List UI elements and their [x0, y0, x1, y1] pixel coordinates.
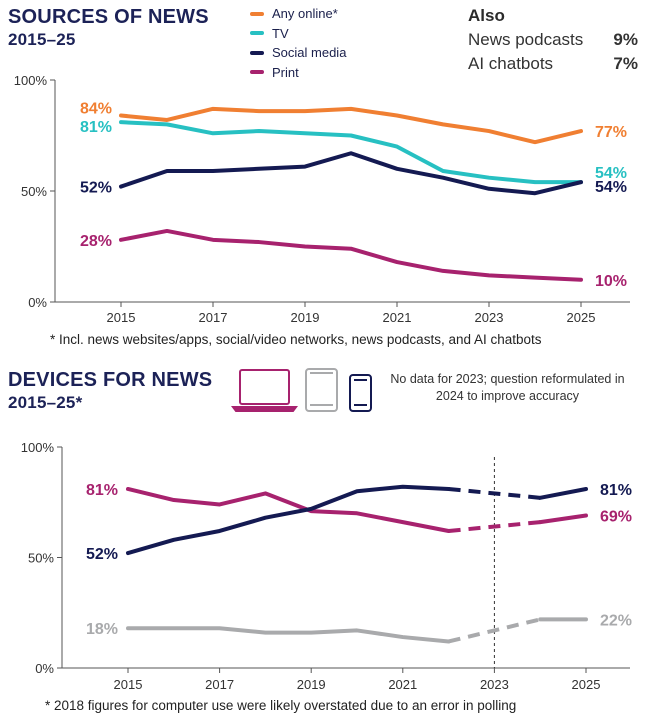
also-label-podcasts: News podcasts: [468, 30, 584, 49]
laptop-icon: [231, 369, 298, 412]
also-box: Also News podcasts 9% AI chatbots 7%: [468, 6, 638, 74]
end-label-any-online: 77%: [595, 124, 627, 141]
start-label-social-media: 52%: [80, 180, 112, 197]
chart2-footnote: * 2018 figures for computer use were lik…: [45, 698, 517, 713]
series-line-tv: [119, 120, 583, 185]
series-gap-computer: [448, 520, 541, 533]
end-label-tv: 54%: [595, 165, 627, 182]
series-line-smartphone-recent: [538, 486, 588, 500]
series-gap-tablet: [448, 617, 541, 644]
start-label-tv: 81%: [80, 119, 112, 136]
legend-label-any-online: Any online*: [272, 6, 338, 22]
series-line-tablet: [126, 626, 451, 644]
start-label-any-online: 84%: [80, 101, 112, 118]
smartphone-icon: [349, 374, 372, 412]
start-label-tablet: 18%: [86, 621, 118, 638]
chart1-footnote: * Incl. news websites/apps, social/video…: [50, 332, 542, 347]
y-tick-label: 50%: [21, 184, 47, 199]
legend-item-any-online: Any online*: [250, 4, 346, 24]
y-tick-label: 100%: [14, 73, 48, 88]
x-tick-label: 2021: [388, 677, 417, 692]
start-label-computer: 81%: [86, 482, 118, 499]
legend-item-social-media: Social media: [250, 43, 346, 63]
x-tick-label: 2021: [383, 310, 412, 325]
y-tick-label: 0%: [28, 295, 47, 310]
end-label-print: 10%: [595, 273, 627, 290]
y-tick-label: 100%: [21, 440, 55, 455]
start-label-smartphone: 52%: [86, 546, 118, 563]
legend-swatch-tv: [250, 31, 264, 36]
chart2-plot: 0% 50% 100% 2015 2017 2019 2021 2023 2025 81% 69% 5…: [21, 440, 632, 692]
x-tick-label: 2015: [107, 310, 136, 325]
x-tick-label: 2017: [205, 677, 234, 692]
tablet-icon: [305, 368, 338, 412]
also-item-ai-chatbots: AI chatbots 7%: [468, 54, 638, 74]
legend-item-tv: TV: [250, 24, 346, 44]
x-tick-label: 2023: [480, 677, 509, 692]
end-label-social-media: 54%: [595, 179, 627, 196]
series-line-any-online: [119, 106, 583, 145]
x-tick-label: 2019: [291, 310, 320, 325]
legend-swatch-any-online: [250, 11, 264, 16]
legend-item-print: Print: [250, 63, 346, 83]
x-tick-label: 2023: [475, 310, 504, 325]
end-label-smartphone: 81%: [600, 482, 632, 499]
x-tick-label: 2017: [199, 310, 228, 325]
x-tick-label: 2019: [297, 677, 326, 692]
legend-swatch-social-media: [250, 50, 264, 55]
also-label-ai-chatbots: AI chatbots: [468, 54, 554, 73]
x-tick-label: 2015: [114, 677, 143, 692]
y-tick-label: 0%: [35, 661, 54, 676]
series-line-computer-recent: [538, 513, 588, 525]
legend-label-social-media: Social media: [272, 45, 347, 61]
legend-swatch-print: [250, 70, 264, 75]
chart2-subtitle: 2015–25*: [8, 393, 83, 412]
also-title: Also: [468, 6, 505, 25]
series-line-social-media: [119, 151, 583, 196]
also-value-podcasts: 9%: [613, 30, 638, 49]
x-tick-label: 2025: [572, 677, 601, 692]
chart1-title: SOURCES OF NEWS: [8, 6, 209, 28]
chart2-title: DEVICES FOR NEWS: [8, 369, 213, 391]
legend-label-tv: TV: [272, 25, 289, 41]
end-label-computer: 69%: [600, 509, 632, 526]
also-item-podcasts: News podcasts 9%: [468, 30, 638, 50]
series-line-computer: [126, 486, 451, 533]
legend-label-print: Print: [272, 64, 299, 80]
also-value-ai-chatbots: 7%: [613, 54, 638, 73]
chart1-legend: Any online* TV Social media Print: [250, 4, 346, 82]
series-gap-smartphone: [448, 486, 541, 500]
x-tick-label: 2025: [567, 310, 596, 325]
end-label-tablet: 22%: [600, 612, 632, 629]
chart1-plot: 0% 50% 100% 2015 2017 2019 2021 2023 2025 84% 77% 8…: [14, 73, 630, 325]
chart2-gap-note: No data for 2023; question reformulated …: [390, 372, 625, 403]
series-line-print: [119, 228, 583, 282]
y-tick-label: 50%: [28, 551, 54, 566]
chart1-subtitle: 2015–25: [8, 30, 76, 49]
series-line-smartphone: [126, 484, 451, 556]
start-label-print: 28%: [80, 233, 112, 250]
